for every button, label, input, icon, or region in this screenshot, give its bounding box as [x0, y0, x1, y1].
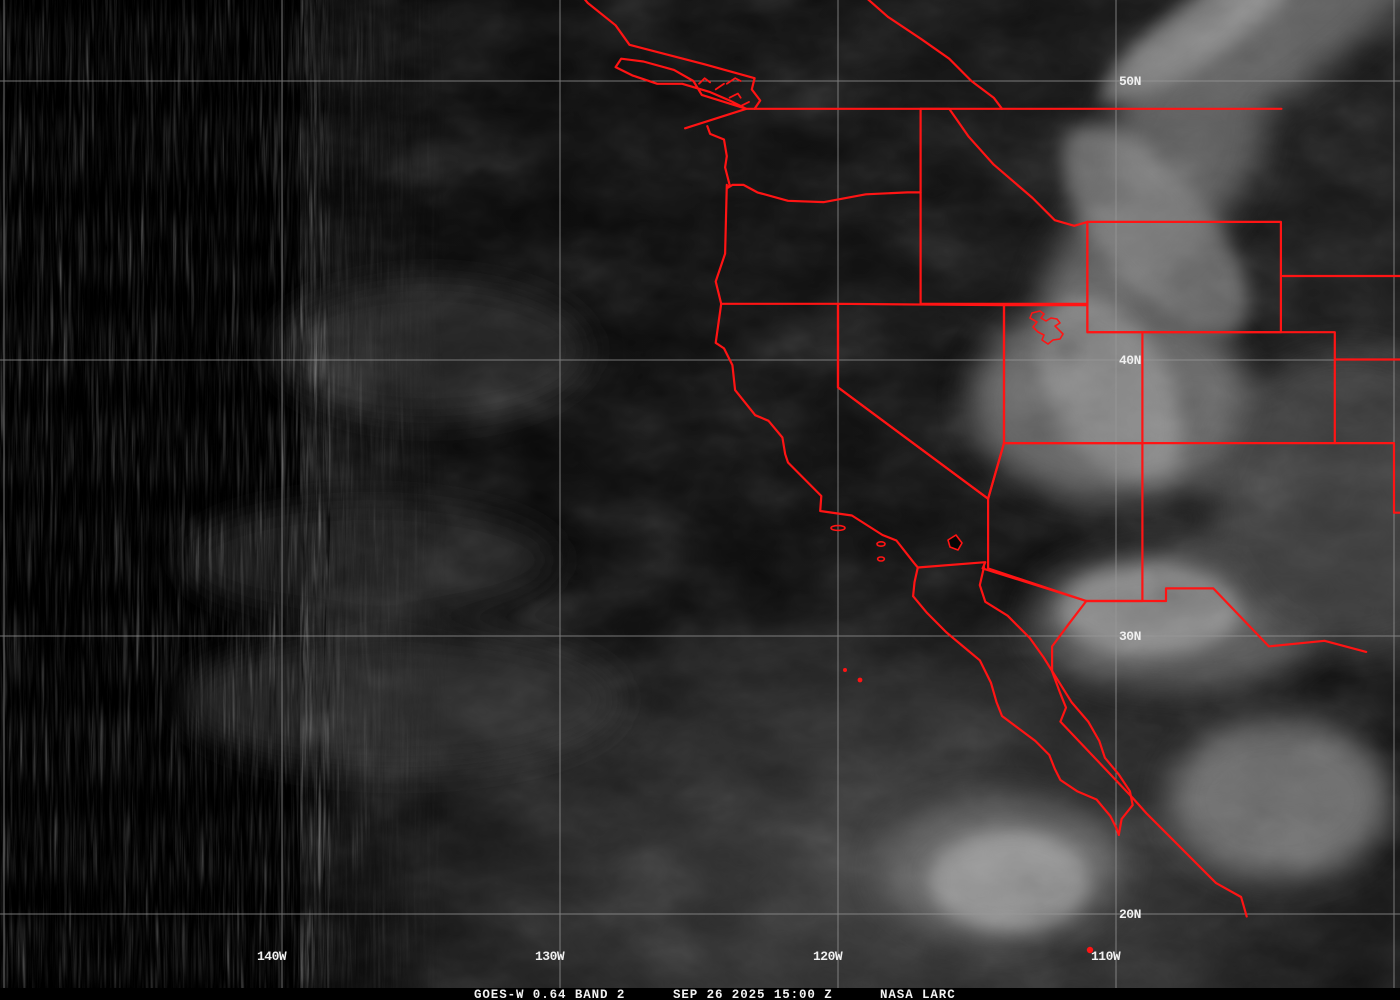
svg-text:140W: 140W — [257, 949, 287, 964]
svg-text:30N: 30N — [1119, 629, 1141, 644]
svg-text:120W: 120W — [813, 949, 843, 964]
svg-text:110W: 110W — [1091, 949, 1121, 964]
svg-text:130W: 130W — [535, 949, 565, 964]
svg-text:GOES-W 0.64 BAND 2: GOES-W 0.64 BAND 2 — [474, 988, 625, 1000]
svg-text:SEP 26 2025 15:00 Z: SEP 26 2025 15:00 Z — [673, 988, 833, 1000]
svg-text:NASA LARC: NASA LARC — [880, 988, 956, 1000]
svg-text:20N: 20N — [1119, 907, 1141, 922]
svg-text:40N: 40N — [1119, 353, 1141, 368]
svg-text:50N: 50N — [1119, 74, 1141, 89]
